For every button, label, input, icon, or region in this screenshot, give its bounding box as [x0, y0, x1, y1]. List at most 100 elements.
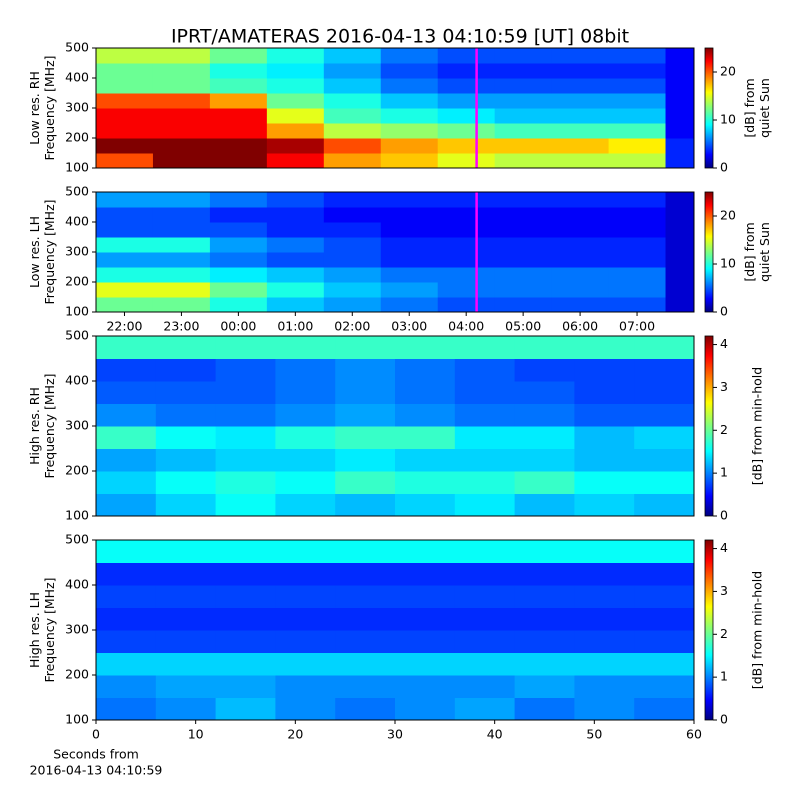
heatmap-cell [323, 192, 382, 208]
colorbar [704, 191, 714, 313]
x-tick-label: 50 [586, 727, 602, 742]
heatmap-cell [395, 675, 456, 698]
heatmap-cell [514, 562, 575, 586]
heatmap-cell [437, 207, 496, 223]
heatmap-cell [215, 562, 276, 586]
heatmap-cell [608, 252, 667, 268]
heatmap-cell [275, 448, 336, 472]
heatmap-cell [209, 108, 268, 124]
heatmap-cell [323, 138, 382, 154]
heatmap-cell [437, 252, 496, 268]
chart-title: IPRT/AMATERAS 2016-04-13 04:10:59 [UT] 0… [171, 26, 629, 48]
heatmap-cell [380, 93, 439, 109]
heatmap-cell [551, 138, 610, 154]
heatmap-cell [665, 237, 695, 253]
colorbar-label: [dB] from min-hold [750, 571, 765, 689]
colorbar-tick-label: 20 [720, 64, 736, 79]
heatmap-cell [494, 138, 553, 154]
y-tick-label: 300 [65, 100, 89, 115]
heatmap-cell [155, 426, 217, 449]
heatmap-cell [96, 297, 154, 313]
heatmap-cell [266, 63, 325, 79]
heatmap-cell [608, 297, 667, 313]
heatmap-cell [437, 282, 496, 298]
heatmap-cell [152, 93, 211, 109]
y-tick-label: 500 [65, 184, 89, 199]
heatmap-cell [380, 138, 439, 154]
heatmap-cell [152, 297, 211, 313]
heatmap-cell [454, 426, 516, 449]
heatmap-cell [275, 471, 336, 494]
colorbar-label: [dB] from min-hold [750, 367, 765, 485]
colorbar-tick-label: 2 [720, 626, 728, 641]
heatmap-cell [209, 123, 268, 139]
heatmap-cell [454, 471, 516, 494]
heatmap-cell [514, 426, 575, 449]
heatmap-cell [437, 78, 496, 94]
heatmap-cell [380, 123, 439, 139]
heatmap-cell [215, 652, 276, 676]
heatmap-cell [608, 123, 667, 139]
heatmap-cell [634, 403, 695, 427]
heatmap-cell [665, 108, 695, 124]
y-tick-label: 200 [65, 274, 89, 289]
heatmap-cell [551, 48, 610, 64]
heatmap-cell [551, 282, 610, 298]
heatmap-cell [335, 493, 396, 517]
heatmap-cell [454, 493, 516, 517]
heatmap-cell [574, 675, 635, 698]
heatmap-cell [275, 562, 336, 586]
heatmap-cell [494, 48, 553, 64]
heatmap-cell [395, 471, 456, 494]
heatmap-cell [335, 697, 396, 721]
heatmap-cell [275, 358, 336, 382]
heatmap-cell [266, 93, 325, 109]
heatmap-cell [275, 652, 336, 676]
heatmap-cell [608, 192, 667, 208]
heatmap-cell [380, 192, 439, 208]
heatmap-cell [634, 652, 695, 676]
x-tick-label: 10 [188, 727, 204, 742]
heatmap-cell [335, 675, 396, 698]
heatmap-cell [335, 336, 396, 359]
heatmap-cell [155, 448, 217, 472]
heatmap-cell [634, 607, 695, 631]
x-tick-label: 02:00 [334, 319, 370, 334]
heatmap-cell [215, 630, 276, 653]
heatmap-cell [514, 585, 575, 608]
heatmap-cell [380, 237, 439, 253]
heatmap-cell [96, 222, 154, 238]
heatmap-cell [96, 93, 154, 109]
heatmap-cell [155, 585, 217, 608]
heatmap-cell [209, 192, 268, 208]
heatmap-cell [266, 48, 325, 64]
heatmap-cell [209, 282, 268, 298]
heatmap-cell [323, 267, 382, 283]
heatmap-cell [335, 585, 396, 608]
heatmap-cell [96, 585, 157, 608]
heatmap-cell [215, 426, 276, 449]
x-axis-label: Seconds from [53, 747, 139, 762]
heatmap-cell [275, 540, 336, 563]
heatmap-cell [395, 336, 456, 359]
heatmap-cell [494, 192, 553, 208]
heatmap-cell [634, 381, 695, 404]
heatmap-cell [380, 252, 439, 268]
heatmap-cell [209, 297, 268, 313]
heatmap-cell [96, 403, 157, 427]
heatmap-cell [454, 448, 516, 472]
x-tick-label: 60 [686, 727, 702, 742]
y-axis-label: Frequency [MHz] [42, 199, 57, 304]
heatmap-cell [437, 138, 496, 154]
colorbar-tick-label: 0 [720, 304, 728, 319]
heatmap-cell [266, 297, 325, 313]
heatmap-cell [215, 540, 276, 563]
heatmap-cell [266, 192, 325, 208]
heatmap-cell [514, 630, 575, 653]
heatmap-cell [209, 252, 268, 268]
heatmap-cell [155, 607, 217, 631]
heatmap-cell [323, 222, 382, 238]
y-tick-label: 400 [65, 577, 89, 592]
heatmap-cell [494, 123, 553, 139]
heatmap-cell [323, 48, 382, 64]
